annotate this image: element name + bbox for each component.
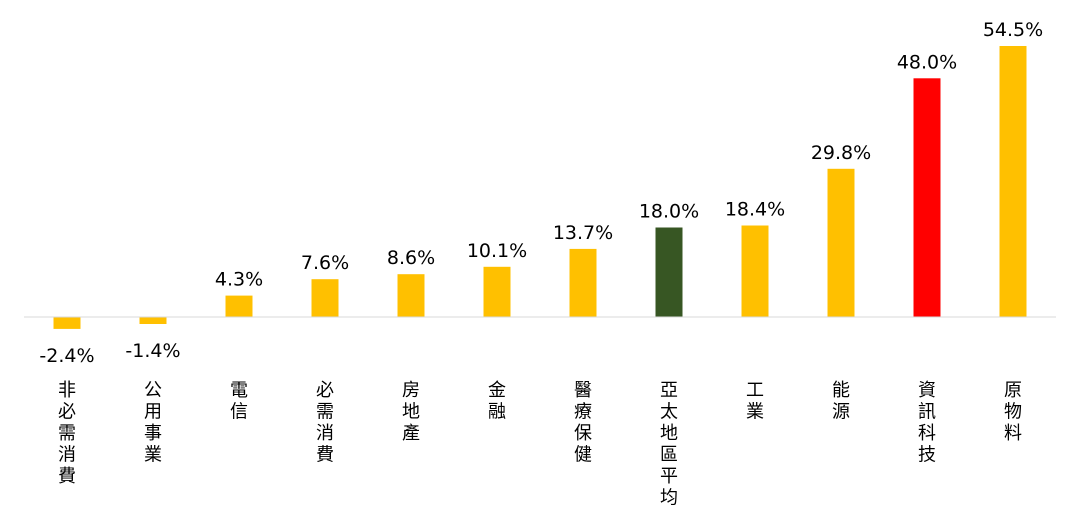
category-labels-group: 非必需消費 公用事業 電信 必需消費 房地產 金融 醫療保健 亞太地區平均 工業 能源 資訊科技 原物… (58, 380, 1022, 509)
category-label-10: 能源 (832, 380, 850, 423)
category-label-12: 原物料 (1004, 380, 1022, 444)
value-label-9: 18.4% (725, 199, 785, 221)
value-label-12: 54.5% (983, 19, 1043, 41)
value-label-4: 7.6% (301, 252, 349, 274)
bar-2 (139, 317, 167, 324)
value-labels-group: -2.4% -1.4% 4.3% 7.6% 8.6% 10.1% 13.7% 18.0% 18.… (39, 19, 1043, 367)
value-label-10: 29.8% (811, 142, 871, 164)
value-label-7: 13.7% (553, 222, 613, 244)
value-label-2: -1.4% (125, 340, 180, 362)
category-label-7: 醫療保健 (574, 380, 592, 466)
category-label-9: 工業 (746, 380, 764, 423)
bar-1 (53, 317, 81, 329)
bar-5 (397, 274, 425, 317)
bar-6 (483, 266, 511, 317)
bar-3 (225, 295, 253, 317)
value-label-1: -2.4% (39, 345, 94, 367)
bar-11 (913, 78, 941, 317)
bar-12 (999, 46, 1027, 317)
category-label-1: 非必需消費 (58, 380, 76, 487)
category-label-2: 公用事業 (144, 380, 162, 466)
bar-8 (655, 227, 683, 317)
category-label-4: 必需消費 (316, 380, 334, 466)
value-label-5: 8.6% (387, 247, 435, 269)
category-label-3: 電信 (230, 380, 248, 423)
value-label-8: 18.0% (639, 201, 699, 223)
value-label-11: 48.0% (897, 51, 957, 73)
category-label-6: 金融 (488, 380, 506, 423)
value-label-6: 10.1% (467, 240, 527, 262)
value-label-3: 4.3% (215, 269, 263, 291)
bar-10 (827, 168, 855, 317)
bar-9 (741, 225, 769, 317)
bar-4 (311, 279, 339, 317)
bar-7 (569, 248, 597, 317)
bars-group (53, 46, 1027, 329)
category-label-11: 資訊科技 (918, 380, 936, 466)
category-label-8: 亞太地區平均 (660, 380, 678, 509)
category-label-5: 房地產 (402, 380, 420, 444)
